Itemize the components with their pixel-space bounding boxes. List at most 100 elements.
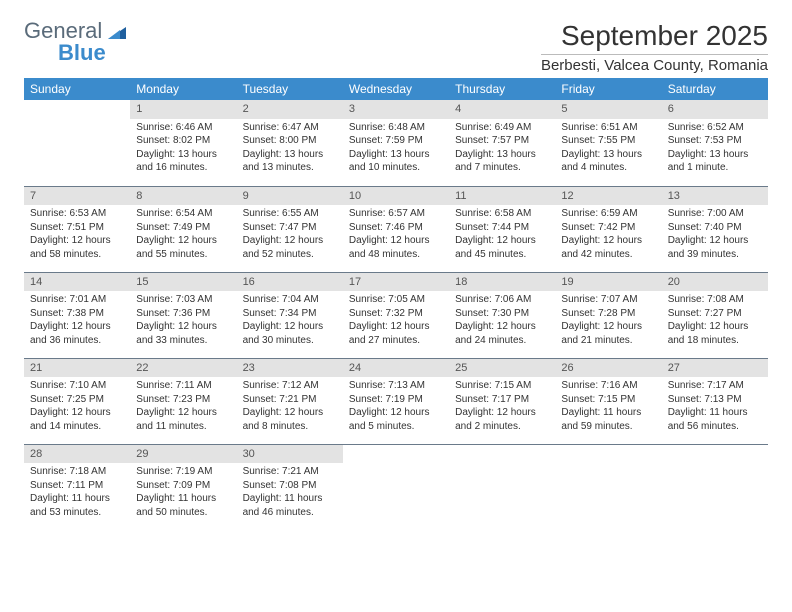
- sunrise-line: Sunrise: 7:17 AM: [668, 379, 762, 393]
- day-details: Sunrise: 6:51 AMSunset: 7:55 PMDaylight:…: [555, 119, 661, 179]
- calendar-header: SundayMondayTuesdayWednesdayThursdayFrid…: [24, 78, 768, 100]
- day-number: 17: [343, 273, 449, 292]
- calendar-cell: 25Sunrise: 7:15 AMSunset: 7:17 PMDayligh…: [449, 358, 555, 444]
- day-details: Sunrise: 7:18 AMSunset: 7:11 PMDaylight:…: [24, 463, 130, 523]
- day-number: 14: [24, 273, 130, 292]
- sunrise-line: Sunrise: 6:51 AM: [561, 121, 655, 135]
- calendar-row: 28Sunrise: 7:18 AMSunset: 7:11 PMDayligh…: [24, 444, 768, 530]
- sunrise-line: Sunrise: 7:11 AM: [136, 379, 230, 393]
- sunrise-line: Sunrise: 7:10 AM: [30, 379, 124, 393]
- day-number: 16: [237, 273, 343, 292]
- sunset-line: Sunset: 7:23 PM: [136, 393, 230, 407]
- day-number: 25: [449, 359, 555, 378]
- sunrise-line: Sunrise: 7:04 AM: [243, 293, 337, 307]
- brand-logo: General Blue: [24, 20, 126, 64]
- calendar-cell: 24Sunrise: 7:13 AMSunset: 7:19 PMDayligh…: [343, 358, 449, 444]
- calendar-cell: 21Sunrise: 7:10 AMSunset: 7:25 PMDayligh…: [24, 358, 130, 444]
- calendar-cell: 9Sunrise: 6:55 AMSunset: 7:47 PMDaylight…: [237, 186, 343, 272]
- calendar-cell: 4Sunrise: 6:49 AMSunset: 7:57 PMDaylight…: [449, 100, 555, 186]
- sunset-line: Sunset: 7:11 PM: [30, 479, 124, 493]
- calendar-cell: 15Sunrise: 7:03 AMSunset: 7:36 PMDayligh…: [130, 272, 236, 358]
- sunrise-line: Sunrise: 7:13 AM: [349, 379, 443, 393]
- calendar-cell: 30Sunrise: 7:21 AMSunset: 7:08 PMDayligh…: [237, 444, 343, 530]
- day-details: Sunrise: 7:17 AMSunset: 7:13 PMDaylight:…: [662, 377, 768, 437]
- weekday-header: Monday: [130, 78, 236, 100]
- calendar-cell: 13Sunrise: 7:00 AMSunset: 7:40 PMDayligh…: [662, 186, 768, 272]
- daylight-line: Daylight: 11 hours and 50 minutes.: [136, 492, 230, 519]
- day-details: Sunrise: 6:55 AMSunset: 7:47 PMDaylight:…: [237, 205, 343, 265]
- sunrise-line: Sunrise: 7:16 AM: [561, 379, 655, 393]
- sunset-line: Sunset: 7:47 PM: [243, 221, 337, 235]
- sunrise-line: Sunrise: 7:03 AM: [136, 293, 230, 307]
- day-number: 19: [555, 273, 661, 292]
- day-details: Sunrise: 6:52 AMSunset: 7:53 PMDaylight:…: [662, 119, 768, 179]
- sunset-line: Sunset: 7:13 PM: [668, 393, 762, 407]
- day-details: Sunrise: 7:12 AMSunset: 7:21 PMDaylight:…: [237, 377, 343, 437]
- day-number: 1: [130, 100, 236, 119]
- brand-text: General Blue: [24, 20, 126, 64]
- sunset-line: Sunset: 7:21 PM: [243, 393, 337, 407]
- weekday-header: Saturday: [662, 78, 768, 100]
- day-number: 5: [555, 100, 661, 119]
- day-number: 7: [24, 187, 130, 206]
- month-title: September 2025: [541, 20, 768, 52]
- daylight-line: Daylight: 12 hours and 8 minutes.: [243, 406, 337, 433]
- calendar-cell: 23Sunrise: 7:12 AMSunset: 7:21 PMDayligh…: [237, 358, 343, 444]
- calendar-cell: 12Sunrise: 6:59 AMSunset: 7:42 PMDayligh…: [555, 186, 661, 272]
- calendar-cell: 8Sunrise: 6:54 AMSunset: 7:49 PMDaylight…: [130, 186, 236, 272]
- day-number: 6: [662, 100, 768, 119]
- daylight-line: Daylight: 13 hours and 10 minutes.: [349, 148, 443, 175]
- sunset-line: Sunset: 7:30 PM: [455, 307, 549, 321]
- day-details: Sunrise: 7:11 AMSunset: 7:23 PMDaylight:…: [130, 377, 236, 437]
- sunrise-line: Sunrise: 6:48 AM: [349, 121, 443, 135]
- sunrise-line: Sunrise: 6:46 AM: [136, 121, 230, 135]
- day-details: Sunrise: 7:03 AMSunset: 7:36 PMDaylight:…: [130, 291, 236, 351]
- calendar-cell: 19Sunrise: 7:07 AMSunset: 7:28 PMDayligh…: [555, 272, 661, 358]
- calendar-cell: 5Sunrise: 6:51 AMSunset: 7:55 PMDaylight…: [555, 100, 661, 186]
- calendar-cell: 11Sunrise: 6:58 AMSunset: 7:44 PMDayligh…: [449, 186, 555, 272]
- calendar-cell: [662, 444, 768, 530]
- sunrise-line: Sunrise: 6:58 AM: [455, 207, 549, 221]
- sunset-line: Sunset: 7:51 PM: [30, 221, 124, 235]
- sunrise-line: Sunrise: 7:21 AM: [243, 465, 337, 479]
- sunset-line: Sunset: 7:59 PM: [349, 134, 443, 148]
- calendar-cell: [24, 100, 130, 186]
- day-details: Sunrise: 7:19 AMSunset: 7:09 PMDaylight:…: [130, 463, 236, 523]
- sunrise-line: Sunrise: 7:07 AM: [561, 293, 655, 307]
- calendar-cell: 10Sunrise: 6:57 AMSunset: 7:46 PMDayligh…: [343, 186, 449, 272]
- sunrise-line: Sunrise: 6:53 AM: [30, 207, 124, 221]
- daylight-line: Daylight: 13 hours and 13 minutes.: [243, 148, 337, 175]
- weekday-header: Friday: [555, 78, 661, 100]
- calendar-table: SundayMondayTuesdayWednesdayThursdayFrid…: [24, 78, 768, 530]
- daylight-line: Daylight: 13 hours and 4 minutes.: [561, 148, 655, 175]
- calendar-cell: 16Sunrise: 7:04 AMSunset: 7:34 PMDayligh…: [237, 272, 343, 358]
- brand-triangle-icon: [108, 25, 126, 39]
- sunrise-line: Sunrise: 6:55 AM: [243, 207, 337, 221]
- day-details: Sunrise: 6:59 AMSunset: 7:42 PMDaylight:…: [555, 205, 661, 265]
- sunrise-line: Sunrise: 7:15 AM: [455, 379, 549, 393]
- daylight-line: Daylight: 12 hours and 58 minutes.: [30, 234, 124, 261]
- sunrise-line: Sunrise: 7:06 AM: [455, 293, 549, 307]
- sunset-line: Sunset: 7:27 PM: [668, 307, 762, 321]
- sunset-line: Sunset: 7:40 PM: [668, 221, 762, 235]
- daylight-line: Daylight: 11 hours and 59 minutes.: [561, 406, 655, 433]
- day-details: Sunrise: 6:49 AMSunset: 7:57 PMDaylight:…: [449, 119, 555, 179]
- day-details: Sunrise: 7:21 AMSunset: 7:08 PMDaylight:…: [237, 463, 343, 523]
- day-details: Sunrise: 7:00 AMSunset: 7:40 PMDaylight:…: [662, 205, 768, 265]
- location: Berbesti, Valcea County, Romania: [541, 54, 768, 74]
- day-details: Sunrise: 7:07 AMSunset: 7:28 PMDaylight:…: [555, 291, 661, 351]
- calendar-cell: 27Sunrise: 7:17 AMSunset: 7:13 PMDayligh…: [662, 358, 768, 444]
- daylight-line: Daylight: 13 hours and 1 minute.: [668, 148, 762, 175]
- day-details: Sunrise: 6:48 AMSunset: 7:59 PMDaylight:…: [343, 119, 449, 179]
- daylight-line: Daylight: 11 hours and 53 minutes.: [30, 492, 124, 519]
- sunrise-line: Sunrise: 6:57 AM: [349, 207, 443, 221]
- day-number: 10: [343, 187, 449, 206]
- calendar-row: 1Sunrise: 6:46 AMSunset: 8:02 PMDaylight…: [24, 100, 768, 186]
- daylight-line: Daylight: 12 hours and 55 minutes.: [136, 234, 230, 261]
- sunset-line: Sunset: 7:25 PM: [30, 393, 124, 407]
- sunset-line: Sunset: 7:09 PM: [136, 479, 230, 493]
- calendar-cell: 6Sunrise: 6:52 AMSunset: 7:53 PMDaylight…: [662, 100, 768, 186]
- calendar-cell: 3Sunrise: 6:48 AMSunset: 7:59 PMDaylight…: [343, 100, 449, 186]
- sunrise-line: Sunrise: 7:18 AM: [30, 465, 124, 479]
- sunset-line: Sunset: 7:46 PM: [349, 221, 443, 235]
